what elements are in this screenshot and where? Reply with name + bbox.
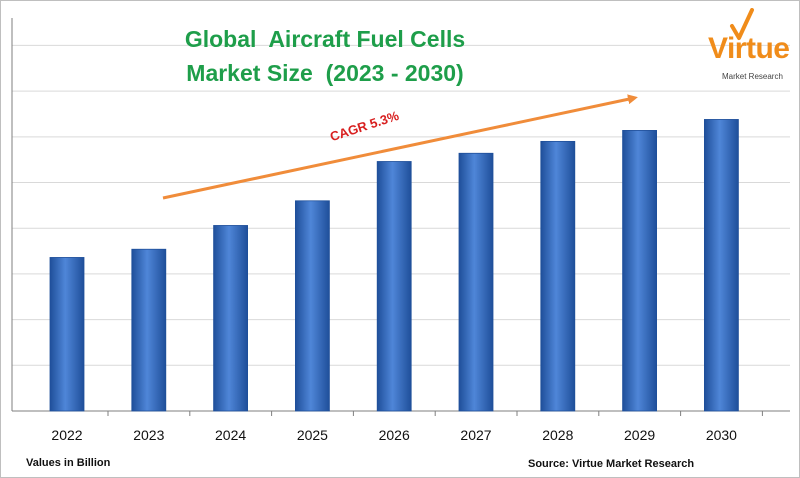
logo-word: Virtue <box>708 32 790 65</box>
bar-2022 <box>49 257 85 412</box>
bars <box>49 119 739 412</box>
x-tick-label: 2029 <box>624 427 655 443</box>
x-tick-label: 2026 <box>379 427 410 443</box>
source-note: Source: Virtue Market Research <box>528 458 695 470</box>
x-tick-label: 2023 <box>133 427 164 443</box>
logo-tick-icon <box>730 8 754 40</box>
bar-2028 <box>540 140 576 412</box>
logo-subtitle: Market Research <box>722 72 783 81</box>
virtue-logo: Virtue Market Research <box>700 8 790 98</box>
x-tick-label: 2030 <box>706 427 737 443</box>
bar-2023 <box>131 248 167 412</box>
x-tick-label: 2022 <box>51 427 82 443</box>
bar-2024 <box>213 225 249 412</box>
x-tick-label: 2028 <box>542 427 573 443</box>
title-line-2: Market Size (2023 - 2030) <box>186 60 464 86</box>
cagr-arrow <box>162 94 638 200</box>
x-tick-labels: 2022 2023 2024 2025 2026 2027 2028 2029 2030 <box>51 411 763 443</box>
bar-2025 <box>294 200 330 412</box>
x-tick-label: 2024 <box>215 427 246 443</box>
bar-2027 <box>458 152 494 412</box>
bar-2029 <box>622 130 657 412</box>
bar-2026 <box>376 161 412 412</box>
bar-2030 <box>704 119 739 412</box>
title-line-1: Global Aircraft Fuel Cells <box>184 26 466 52</box>
units-note: Values in Billion <box>26 457 111 469</box>
x-tick-label: 2027 <box>460 427 491 443</box>
chart-title: Global Aircraft Fuel Cells Market Size (… <box>120 22 530 90</box>
x-tick-label: 2025 <box>297 427 328 443</box>
